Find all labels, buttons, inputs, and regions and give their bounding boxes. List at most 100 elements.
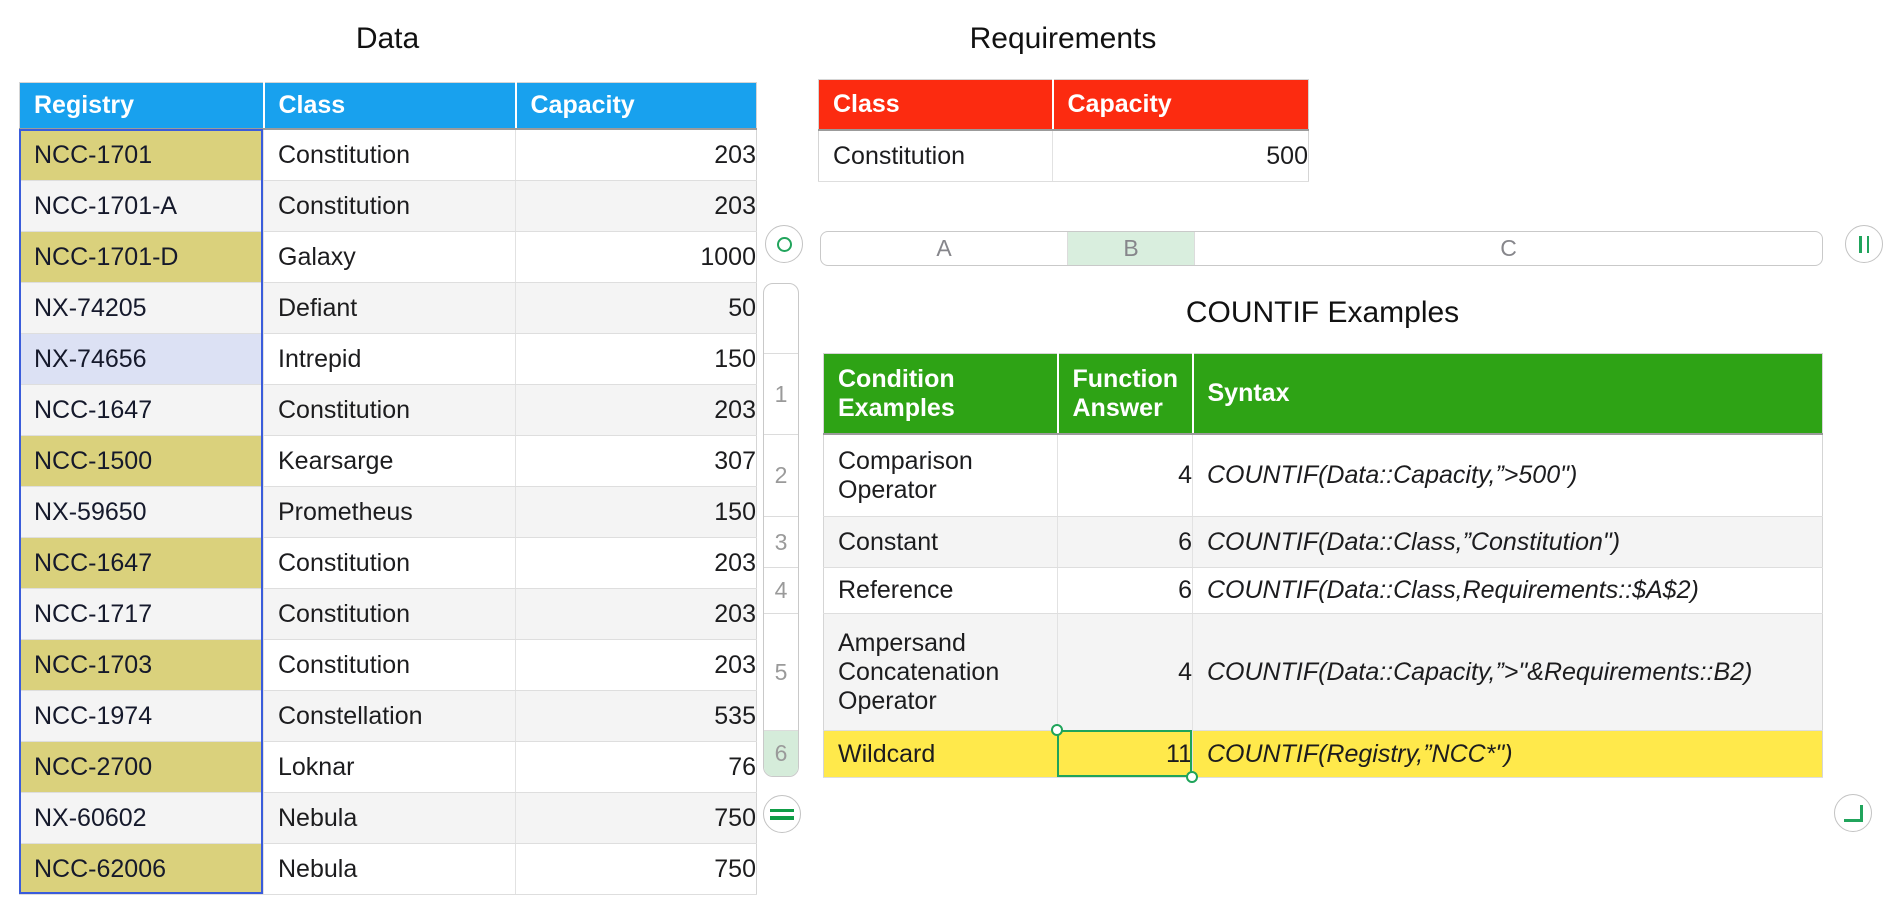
cell-class[interactable]: Constitution bbox=[818, 130, 1053, 182]
add-column-button[interactable] bbox=[1845, 225, 1883, 263]
countif-header-row: Condition Examples Function Answer Synta… bbox=[823, 353, 1823, 435]
cell-capacity[interactable]: 203 bbox=[515, 537, 757, 589]
cell-answer[interactable]: 6 bbox=[1057, 567, 1193, 614]
countif-table-title[interactable]: COUNTIF Examples bbox=[1185, 296, 1460, 329]
cell-condition[interactable]: Constant bbox=[823, 516, 1058, 568]
cell-class[interactable]: Intrepid bbox=[263, 333, 516, 385]
cell-capacity[interactable]: 203 bbox=[515, 384, 757, 436]
cell-class[interactable]: Prometheus bbox=[263, 486, 516, 538]
add-row-button[interactable] bbox=[763, 795, 801, 833]
cell-capacity[interactable]: 535 bbox=[515, 690, 757, 742]
cell-registry[interactable]: NCC-1647 bbox=[19, 384, 264, 436]
cell-syntax[interactable]: COUNTIF(Data::Capacity,”>500") bbox=[1192, 434, 1823, 517]
column-header-b[interactable]: B bbox=[1068, 232, 1195, 265]
cell-class[interactable]: Defiant bbox=[263, 282, 516, 334]
cell-answer-selected[interactable]: 11 bbox=[1057, 730, 1193, 778]
row-header-2[interactable]: 2 bbox=[764, 435, 798, 517]
table-row: NX-60602 Nebula 750 bbox=[19, 792, 757, 844]
cell-condition[interactable]: Comparison Operator bbox=[823, 434, 1058, 517]
requirements-table: Class Capacity Constitution 500 bbox=[818, 79, 1309, 182]
cell-capacity[interactable]: 203 bbox=[515, 180, 757, 232]
cell-registry[interactable]: NCC-1701-A bbox=[19, 180, 264, 232]
table-row: NCC-1703 Constitution 203 bbox=[19, 639, 757, 691]
corner-icon bbox=[1843, 804, 1863, 822]
cell-capacity[interactable]: 203 bbox=[515, 639, 757, 691]
data-header-class[interactable]: Class bbox=[263, 82, 517, 130]
cell-class[interactable]: Nebula bbox=[263, 843, 516, 895]
cell-syntax[interactable]: COUNTIF(Data::Capacity,”>"&Requirements:… bbox=[1192, 613, 1823, 731]
cell-class[interactable]: Constitution bbox=[263, 588, 516, 640]
cell-class[interactable]: Constitution bbox=[263, 639, 516, 691]
cell-syntax[interactable]: COUNTIF(Data::Class,Requirements::$A$2) bbox=[1192, 567, 1823, 614]
table-resize-button[interactable] bbox=[1834, 794, 1872, 832]
cell-registry[interactable]: NCC-1717 bbox=[19, 588, 264, 640]
table-handle-button[interactable] bbox=[765, 225, 803, 263]
cell-class[interactable]: Constitution bbox=[263, 180, 516, 232]
cell-registry[interactable]: NCC-1703 bbox=[19, 639, 264, 691]
cell-class[interactable]: Constitution bbox=[263, 537, 516, 589]
cell-answer[interactable]: 4 bbox=[1057, 434, 1193, 517]
data-header-capacity[interactable]: Capacity bbox=[515, 82, 757, 130]
cell-capacity[interactable]: 1000 bbox=[515, 231, 757, 283]
row-header-4[interactable]: 4 bbox=[764, 568, 798, 614]
cell-registry[interactable]: NX-60602 bbox=[19, 792, 264, 844]
row-header-title[interactable] bbox=[764, 284, 798, 354]
selection-handle-bottom-right[interactable] bbox=[1186, 771, 1198, 783]
cell-registry[interactable]: NCC-1701-D bbox=[19, 231, 264, 283]
cell-capacity[interactable]: 203 bbox=[515, 129, 757, 181]
data-table-title[interactable]: Data bbox=[355, 22, 420, 55]
cell-class[interactable]: Loknar bbox=[263, 741, 516, 793]
selection-handle-top-left[interactable] bbox=[1051, 724, 1063, 736]
cell-registry[interactable]: NCC-62006 bbox=[19, 843, 264, 895]
table-row: NCC-1974 Constellation 535 bbox=[19, 690, 757, 742]
requirements-table-title[interactable]: Requirements bbox=[969, 22, 1157, 55]
table-row: Wildcard 11 COUNTIF(Registry,”NCC*") bbox=[823, 730, 1823, 778]
cell-answer[interactable]: 4 bbox=[1057, 613, 1193, 731]
cell-capacity[interactable]: 307 bbox=[515, 435, 757, 487]
cell-class[interactable]: Constitution bbox=[263, 384, 516, 436]
row-header-5[interactable]: 5 bbox=[764, 614, 798, 731]
data-header-registry[interactable]: Registry bbox=[19, 82, 265, 130]
cell-registry[interactable]: NCC-1974 bbox=[19, 690, 264, 742]
cell-registry[interactable]: NX-74656 bbox=[19, 333, 264, 385]
table-row: NCC-1701-A Constitution 203 bbox=[19, 180, 757, 232]
cell-answer[interactable]: 6 bbox=[1057, 516, 1193, 568]
row-header-6[interactable]: 6 bbox=[764, 731, 798, 776]
cell-class[interactable]: Constitution bbox=[263, 129, 516, 181]
countif-header-answer[interactable]: Function Answer bbox=[1057, 353, 1194, 435]
cell-registry[interactable]: NX-59650 bbox=[19, 486, 264, 538]
cell-registry[interactable]: NX-74205 bbox=[19, 282, 264, 334]
cell-capacity[interactable]: 76 bbox=[515, 741, 757, 793]
row-header-3[interactable]: 3 bbox=[764, 517, 798, 568]
cell-class[interactable]: Kearsarge bbox=[263, 435, 516, 487]
cell-class[interactable]: Nebula bbox=[263, 792, 516, 844]
cell-registry[interactable]: NCC-1647 bbox=[19, 537, 264, 589]
countif-table: Condition Examples Function Answer Synta… bbox=[823, 353, 1823, 778]
cell-class[interactable]: Constellation bbox=[263, 690, 516, 742]
countif-header-condition[interactable]: Condition Examples bbox=[823, 353, 1059, 435]
requirements-header-capacity[interactable]: Capacity bbox=[1052, 79, 1309, 131]
cell-condition[interactable]: Wildcard bbox=[823, 730, 1058, 778]
cell-registry[interactable]: NCC-2700 bbox=[19, 741, 264, 793]
countif-header-syntax[interactable]: Syntax bbox=[1192, 353, 1823, 435]
cell-capacity[interactable]: 50 bbox=[515, 282, 757, 334]
cell-capacity[interactable]: 150 bbox=[515, 486, 757, 538]
cell-condition[interactable]: Reference bbox=[823, 567, 1058, 614]
column-header-c[interactable]: C bbox=[1500, 235, 1517, 261]
cell-capacity[interactable]: 150 bbox=[515, 333, 757, 385]
cell-class[interactable]: Galaxy bbox=[263, 231, 516, 283]
cell-syntax[interactable]: COUNTIF(Data::Class,”Constitution") bbox=[1192, 516, 1823, 568]
requirements-header-class[interactable]: Class bbox=[818, 79, 1054, 131]
cell-registry[interactable]: NCC-1701 bbox=[19, 129, 264, 181]
cell-capacity[interactable]: 750 bbox=[515, 792, 757, 844]
table-row: NCC-1647 Constitution 203 bbox=[19, 384, 757, 436]
cell-capacity[interactable]: 203 bbox=[515, 588, 757, 640]
cell-capacity[interactable]: 500 bbox=[1052, 130, 1309, 182]
row-header-1[interactable]: 1 bbox=[764, 354, 798, 435]
data-table: Registry Class Capacity NCC-1701 Constitu… bbox=[19, 82, 757, 895]
column-header-a[interactable]: A bbox=[821, 232, 1068, 265]
cell-registry[interactable]: NCC-1500 bbox=[19, 435, 264, 487]
cell-syntax[interactable]: COUNTIF(Registry,”NCC*") bbox=[1192, 730, 1823, 778]
cell-capacity[interactable]: 750 bbox=[515, 843, 757, 895]
cell-condition[interactable]: Ampersand Concatenation Operator bbox=[823, 613, 1058, 731]
